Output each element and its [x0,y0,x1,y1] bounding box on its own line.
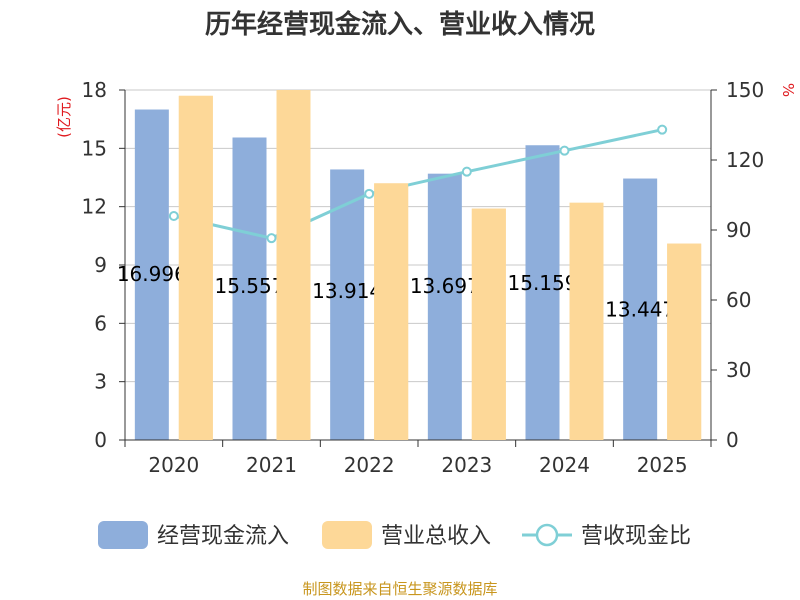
bar-revenue-overlay [276,90,311,440]
axes: 0 3 6 9 12 15 18 0 30 60 90 120 150 2020 2021 2022 2023 2… [82,78,765,477]
bar-cash-inflow [525,145,560,440]
y-right-tick-label: 30 [726,358,751,382]
data-labels: 16.996 15.557 13.914 13.697 15.159 13.447 [117,90,702,441]
x-tick-label: 2023 [441,453,492,477]
ratio-point [168,211,179,221]
bar-revenue-overlay [374,183,409,441]
bar-cash-inflow [427,173,462,441]
y-left-unit: (亿元) [55,96,73,138]
ratio-line [168,124,668,244]
legend-label: 营收现金比 [581,524,691,549]
data-label: 13.447 [605,298,675,322]
x-tick-label: 2020 [148,453,199,477]
chart-title: 历年经营现金流入、营业收入情况 [205,9,595,40]
ratio-point [559,145,570,156]
y-left-tick-label: 15 [82,136,107,160]
y-left-tick-label: 18 [82,78,107,102]
data-label: 15.557 [215,274,285,298]
ratio-point [266,233,277,244]
legend: 经营现金流入 营业总收入 营收现金比 [98,521,691,549]
bar-cash-inflow [134,109,169,441]
grid [125,89,711,383]
y-left-tick-label: 6 [94,311,107,335]
x-tick-label: 2025 [637,453,688,477]
ratio-line-path [173,128,663,240]
ratio-point [364,188,375,199]
y-right-unit: % [779,83,797,97]
legend-label: 营业总收入 [381,524,491,549]
data-label: 13.697 [410,274,480,298]
data-label: 15.159 [508,271,578,295]
y-left-tick-label: 0 [94,428,107,452]
data-label: 16.996 [117,262,187,286]
legend-label: 经营现金流入 [157,524,289,549]
bar-cash-inflow [330,169,365,440]
y-right-tick-label: 120 [726,148,764,172]
legend-swatch-ratio-marker [535,523,559,547]
y-left-tick-label: 3 [94,370,107,394]
y-left-tick-label: 9 [94,253,107,277]
y-right-tick-label: 90 [726,218,751,242]
bar-revenue-overlay [667,243,702,440]
ratio-point [461,166,472,177]
bar-revenue-overlay [471,208,506,440]
x-tick-label: 2021 [246,453,297,477]
y-right-tick-label: 0 [726,428,739,452]
legend-swatch-cash-inflow [98,521,148,549]
x-tick-label: 2022 [344,453,395,477]
bar-cash-inflow [232,137,267,440]
x-tick-label: 2024 [539,453,590,477]
y-right-tick-label: 60 [726,288,751,312]
bar-cash-inflow [623,178,658,440]
bar-revenue-overlay [569,202,604,440]
y-left-tick-label: 12 [82,195,107,219]
data-label: 13.914 [312,279,382,303]
bar-revenue-overlay [178,95,213,440]
source-note: 制图数据来自恒生聚源数据库 [302,580,497,598]
y-right-tick-label: 150 [726,78,764,102]
legend-swatch-revenue [322,521,372,549]
ratio-point [657,124,668,135]
